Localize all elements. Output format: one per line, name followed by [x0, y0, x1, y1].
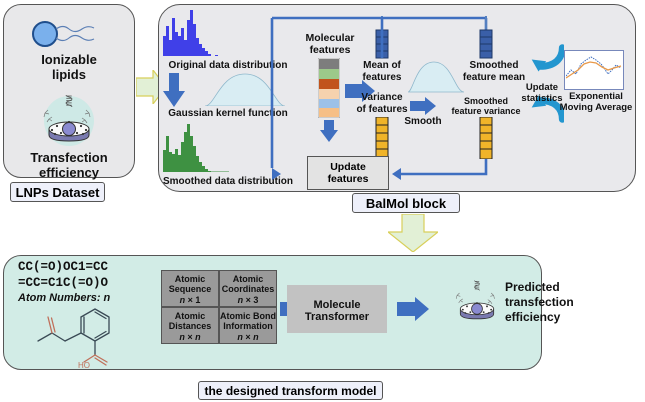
svg-text:HO: HO — [78, 361, 90, 370]
